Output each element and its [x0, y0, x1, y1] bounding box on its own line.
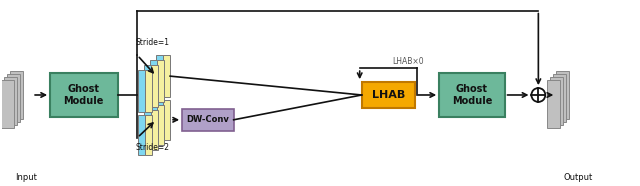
Text: DW-Conv: DW-Conv — [186, 115, 229, 124]
FancyBboxPatch shape — [4, 77, 17, 125]
FancyBboxPatch shape — [138, 70, 145, 112]
FancyBboxPatch shape — [145, 115, 152, 155]
FancyBboxPatch shape — [1, 80, 14, 128]
FancyBboxPatch shape — [150, 60, 157, 102]
FancyBboxPatch shape — [151, 65, 158, 107]
FancyBboxPatch shape — [182, 109, 234, 131]
Text: LHAB×0: LHAB×0 — [392, 57, 424, 66]
FancyBboxPatch shape — [145, 110, 151, 150]
FancyBboxPatch shape — [50, 73, 118, 117]
FancyBboxPatch shape — [10, 71, 23, 119]
FancyBboxPatch shape — [150, 105, 157, 145]
FancyBboxPatch shape — [157, 60, 164, 102]
FancyBboxPatch shape — [439, 73, 504, 117]
FancyBboxPatch shape — [145, 70, 152, 112]
FancyBboxPatch shape — [550, 77, 563, 125]
Text: Stride=2: Stride=2 — [136, 143, 170, 152]
FancyBboxPatch shape — [163, 100, 170, 140]
Text: Ghost
Module: Ghost Module — [452, 84, 492, 106]
Text: Stride=1: Stride=1 — [136, 38, 170, 47]
FancyBboxPatch shape — [163, 55, 170, 97]
FancyBboxPatch shape — [156, 100, 163, 140]
FancyBboxPatch shape — [547, 80, 560, 128]
FancyBboxPatch shape — [362, 82, 415, 108]
Text: Input: Input — [15, 173, 37, 182]
FancyBboxPatch shape — [7, 74, 20, 122]
FancyBboxPatch shape — [145, 65, 151, 107]
FancyBboxPatch shape — [556, 71, 569, 119]
Text: LHAB: LHAB — [372, 90, 405, 100]
Text: Output: Output — [563, 173, 593, 182]
FancyBboxPatch shape — [138, 115, 145, 155]
FancyBboxPatch shape — [151, 110, 158, 150]
FancyBboxPatch shape — [553, 74, 566, 122]
FancyBboxPatch shape — [157, 105, 164, 145]
FancyBboxPatch shape — [156, 55, 163, 97]
Text: Ghost
Module: Ghost Module — [63, 84, 104, 106]
